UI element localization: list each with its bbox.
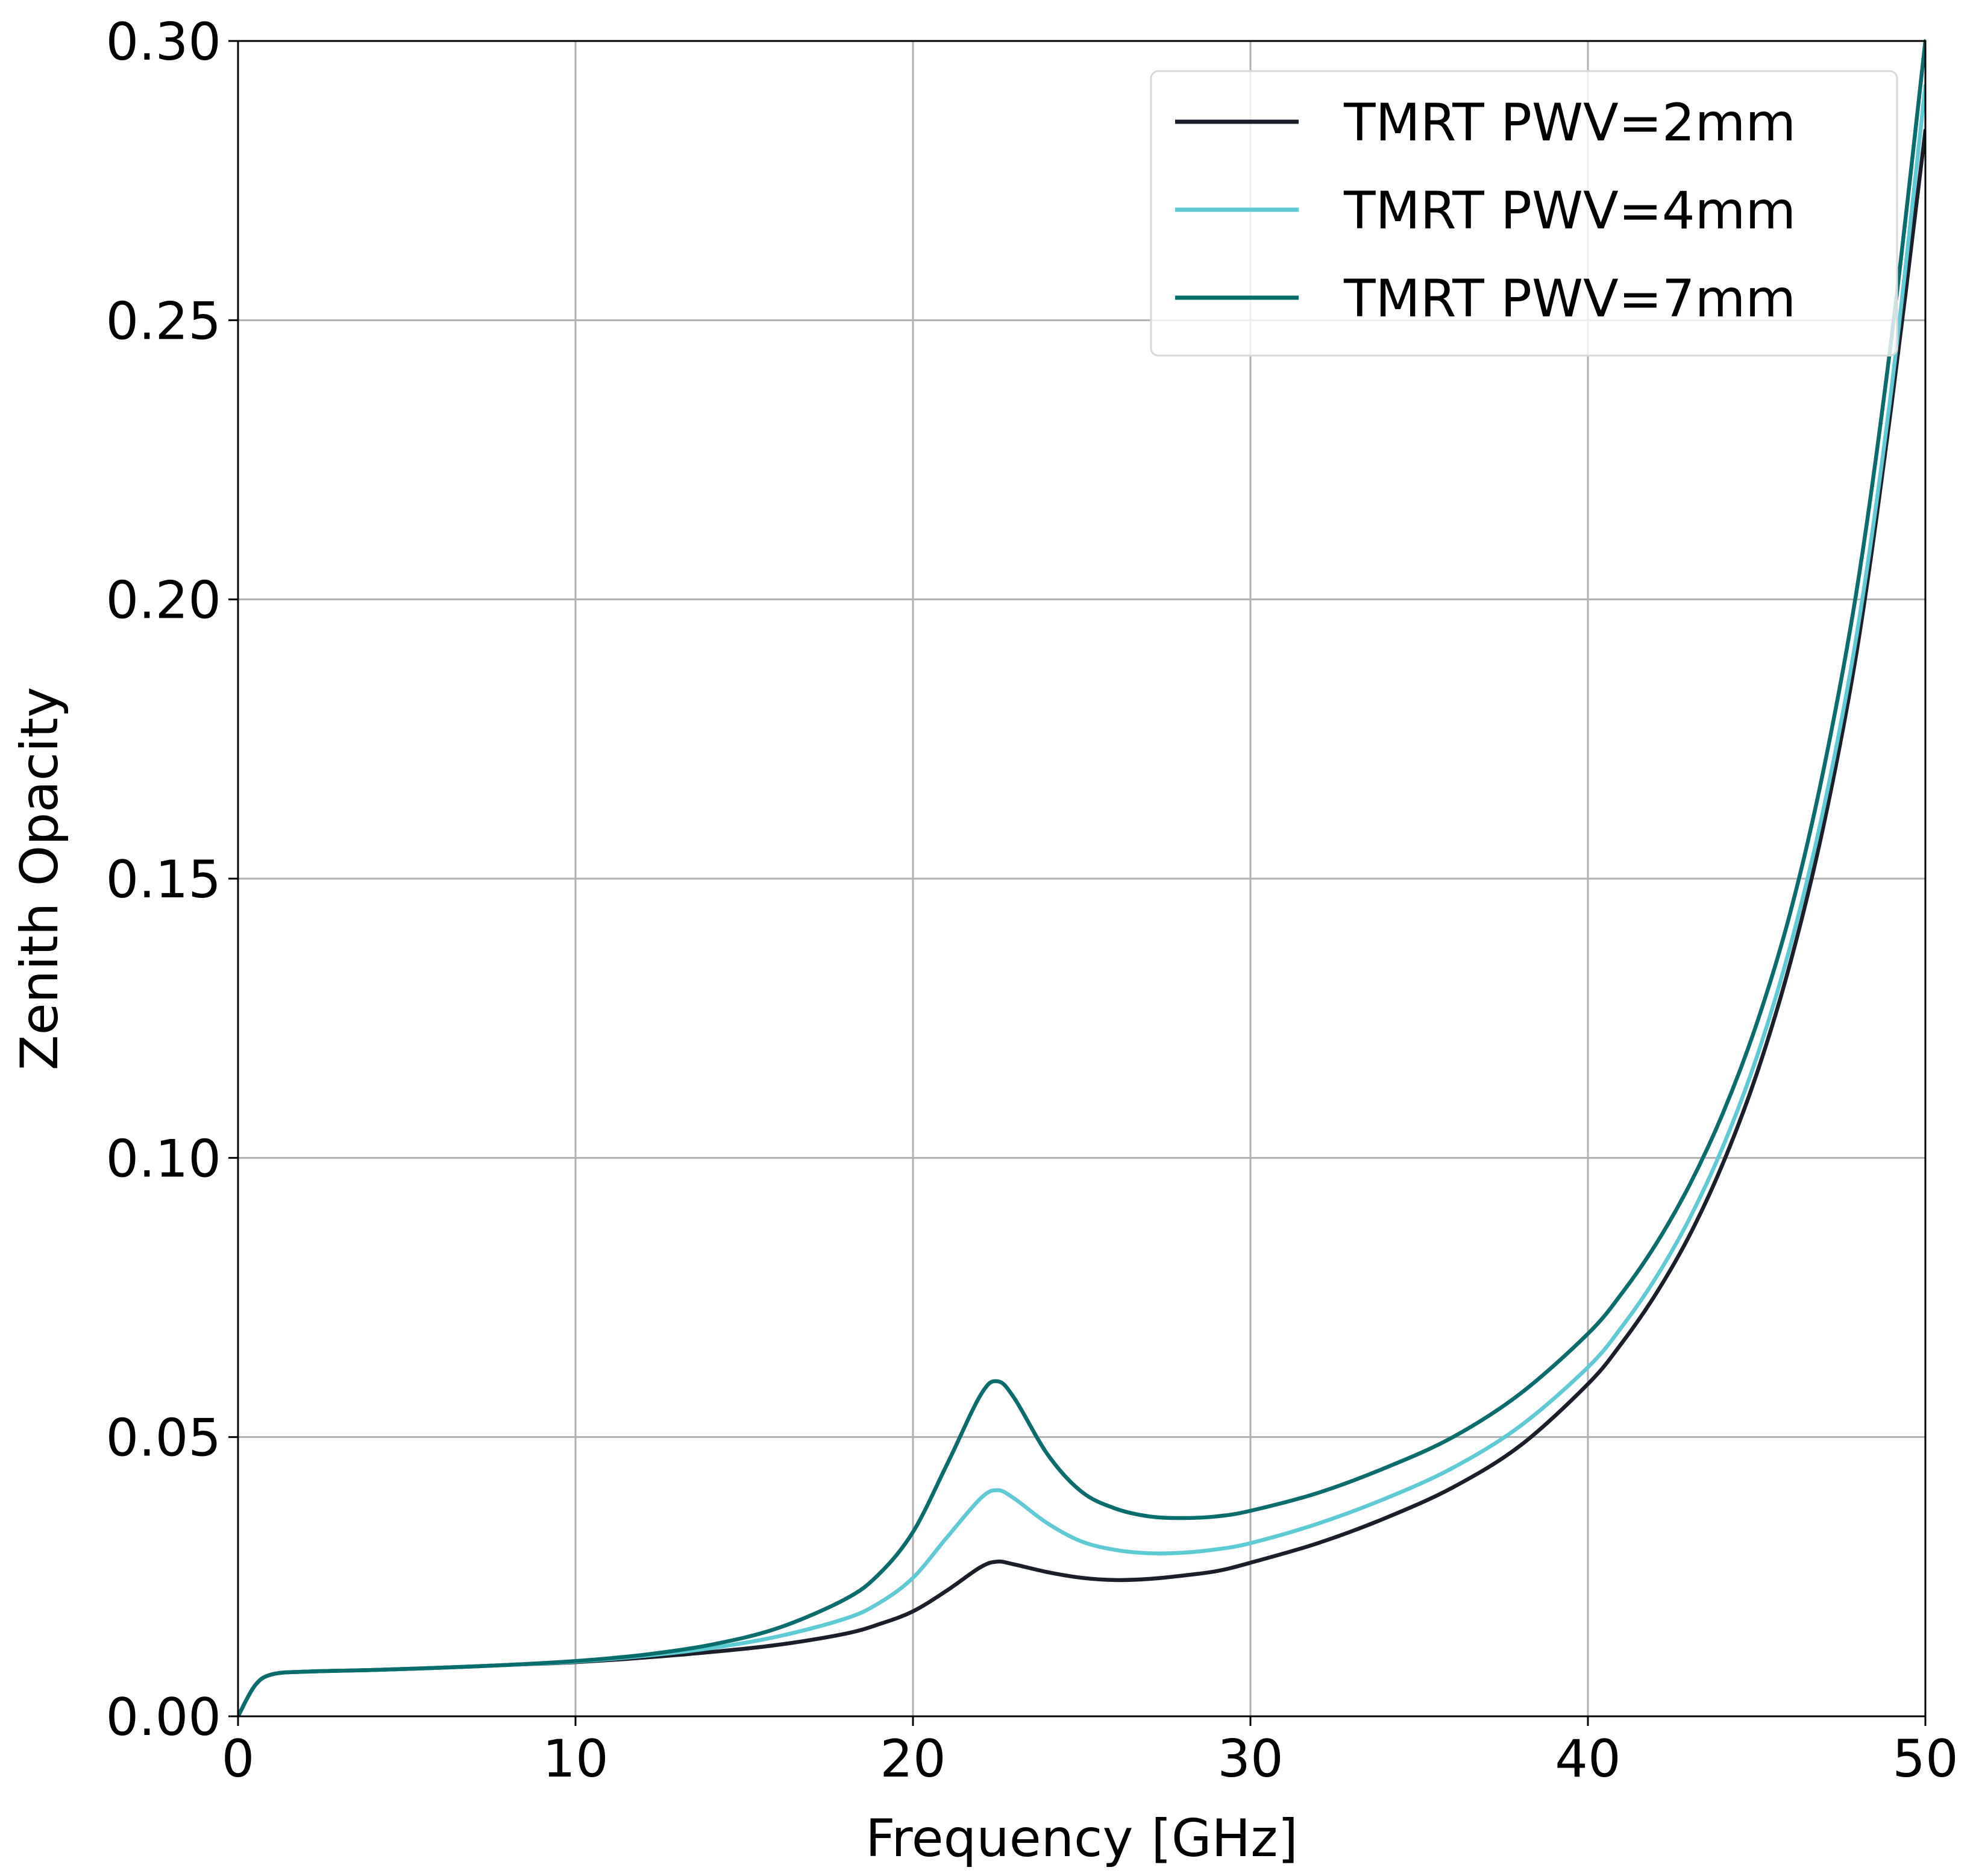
grid [237, 40, 1927, 1718]
legend-label-tmrt-pwv-4mm: TMRT PWV=4mm [1343, 181, 1796, 241]
legend-label-tmrt-pwv-2mm: TMRT PWV=2mm [1343, 93, 1796, 153]
x-axis-label-unit: [GHz] [1151, 1809, 1298, 1869]
legend-label-tmrt-pwv-7mm: TMRT PWV=7mm [1343, 269, 1796, 329]
y-tick-label: 0.10 [106, 1129, 221, 1189]
y-axis-label: Zenith Opacity [10, 687, 70, 1071]
x-tick-label: 50 [1892, 1729, 1958, 1789]
y-tick-label: 0.30 [106, 12, 221, 72]
legend-box [1150, 70, 1898, 357]
x-tick-label: 0 [222, 1729, 255, 1789]
y-tick-label: 0.00 [106, 1687, 221, 1748]
series-line-tmrt-pwv-7mm [238, 39, 1925, 1716]
x-tick-label: 30 [1217, 1729, 1283, 1789]
x-axis-label: Frequency [GHz] [865, 1809, 1298, 1869]
legend-entries: TMRT PWV=2mm TMRT PWV=4mm TMRT PWV=7mm [1175, 93, 1796, 329]
y-tick-label: 0.25 [106, 291, 221, 351]
axis-ticks: 0 10 20 30 40 50 0.00 0.05 0.10 0.15 0.20 0.25 0.30 [106, 12, 1959, 1789]
x-axis-label-text: Frequency [865, 1809, 1133, 1869]
y-tick-label: 0.15 [106, 850, 221, 910]
x-tick-label: 20 [880, 1729, 946, 1789]
x-tick-label: 40 [1555, 1729, 1620, 1789]
series-group [238, 39, 1925, 1716]
legend: TMRT PWV=2mm TMRT PWV=4mm TMRT PWV=7mm [1150, 70, 1898, 357]
y-tick-label: 0.05 [106, 1408, 221, 1469]
x-tick-label: 10 [542, 1729, 608, 1789]
y-tick-label: 0.20 [106, 571, 221, 631]
